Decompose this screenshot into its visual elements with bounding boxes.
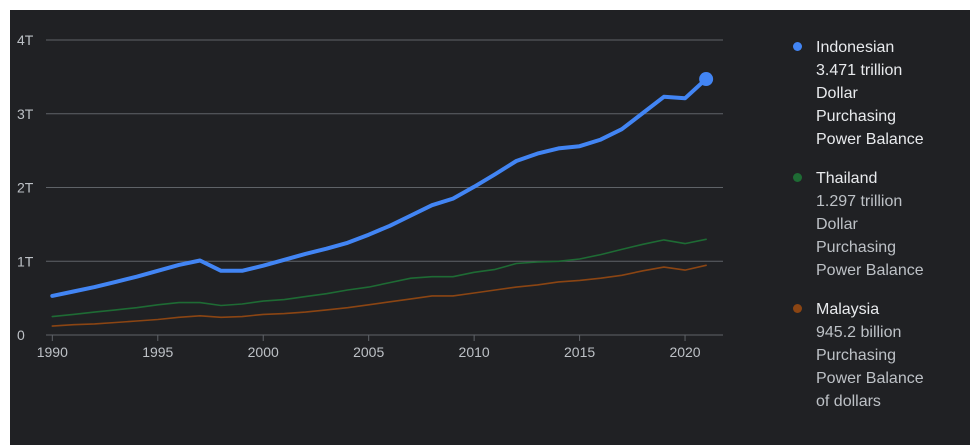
legend-series-name: Indonesian xyxy=(816,39,895,56)
legend-dot-indonesia xyxy=(793,42,802,51)
x-tick-label: 2010 xyxy=(459,344,490,360)
legend-series-unit: Power Balance xyxy=(816,370,924,387)
legend-series-unit: Dollar xyxy=(816,85,858,102)
legend-series-unit: Power Balance xyxy=(816,262,924,279)
series-endpoint-indonesia xyxy=(699,72,714,87)
legend-dot-thailand xyxy=(793,173,802,182)
series-line-malaysia xyxy=(51,264,707,327)
y-tick-label: 4T xyxy=(17,32,34,48)
x-tick-label: 1995 xyxy=(142,344,173,360)
legend-series-unit: of dollars xyxy=(816,393,881,410)
series-line-thailand xyxy=(51,238,707,318)
legend-entry-malaysia[interactable]: Malaysia 945.2 billion Purchasing Power … xyxy=(790,298,965,413)
x-tick-label: 2015 xyxy=(564,344,595,360)
legend-series-name: Thailand xyxy=(816,170,878,187)
series-line-indonesia xyxy=(50,77,709,298)
x-tick-label: 2005 xyxy=(353,344,384,360)
y-tick-label: 1T xyxy=(17,253,34,269)
legend-series-value: 945.2 billion xyxy=(816,324,902,341)
legend-series-unit: Purchasing xyxy=(816,239,897,256)
legend-series-unit: Dollar xyxy=(816,216,858,233)
legend-entry-thailand[interactable]: Thailand 1.297 trillion Dollar Purchasin… xyxy=(790,167,965,282)
x-tick-label: 1990 xyxy=(37,344,68,360)
legend-series-unit: Purchasing xyxy=(816,347,897,364)
chart-panel: 0 1T 2T 3T 4T 1990 1995 2000 2005 2010 2015 2020 In… xyxy=(10,10,970,445)
line-chart: 0 1T 2T 3T 4T 1990 1995 2000 2005 2010 2015 2020 xyxy=(17,32,723,360)
legend-series-unit: Power Balance xyxy=(816,131,924,148)
y-tick-label: 3T xyxy=(17,106,34,122)
chart-legend: Indonesian 3.471 trillion Dollar Purchas… xyxy=(790,36,965,429)
legend-series-unit: Purchasing xyxy=(816,108,897,125)
legend-entry-indonesia[interactable]: Indonesian 3.471 trillion Dollar Purchas… xyxy=(790,36,965,151)
y-tick-label: 2T xyxy=(17,180,34,196)
x-tick-label: 2020 xyxy=(669,344,700,360)
legend-series-name: Malaysia xyxy=(816,301,880,318)
legend-series-value: 3.471 trillion xyxy=(816,62,903,79)
legend-series-value: 1.297 trillion xyxy=(816,193,903,210)
legend-dot-malaysia xyxy=(793,304,802,313)
x-tick-label: 2000 xyxy=(248,344,279,360)
y-tick-label: 0 xyxy=(17,327,25,343)
